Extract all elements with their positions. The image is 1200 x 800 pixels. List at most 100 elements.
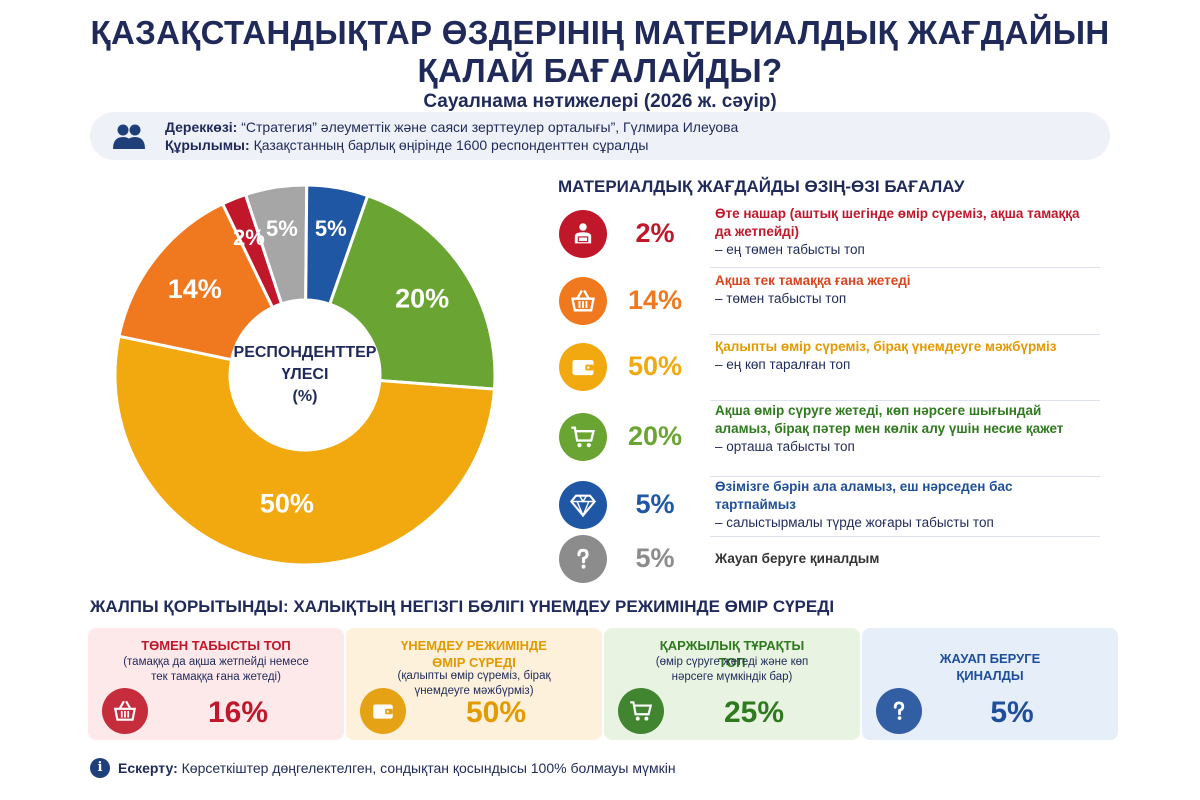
donut-slice-label: 50%	[260, 489, 314, 519]
legend-item: 5% Өзімізге бәрін ала аламыз, еш нәрседен…	[555, 478, 1100, 532]
structure-text: Қазақстанның барлық өңірінде 1600 респон…	[253, 137, 649, 153]
legend-icon-circle	[559, 277, 607, 325]
summary-card-title: ҚАРЖЫЛЫҚ ТҰРАҚТЫ ТОП	[659, 638, 805, 670]
donut-center-label: ҮЛЕСІ	[282, 366, 329, 383]
legend-head: Өте нашар (аштық шегінде өмір сүреміз, а…	[715, 206, 1080, 239]
summary-card: ҮНЕМДЕУ РЕЖИМІНДЕ ӨМІР СҮРЕДІ (қалыпты өм…	[346, 628, 602, 740]
summary-card-value: 25%	[723, 696, 785, 729]
legend-head: Жауап беруге қиналдым	[715, 551, 880, 566]
people-icon	[113, 124, 145, 149]
person-reading-icon	[574, 223, 592, 244]
donut-slice-label: 5%	[266, 216, 298, 241]
summary-card: ҚАРЖЫЛЫҚ ТҰРАҚТЫ ТОП (өмір сүруге жетеді …	[604, 628, 860, 740]
legend-sub: – салыстырмалы түрде жоғары табысты топ	[715, 515, 994, 530]
legend-desc: Өзімізге бәрін ала аламыз, еш нәрседен б…	[715, 478, 1095, 532]
page-subtitle: Сауалнама нәтижелері (2026 ж. сәуір)	[423, 91, 777, 112]
summary-card-note: (тамаққа да ақша жетпейді немесе тек там…	[123, 656, 309, 683]
cart-icon	[571, 426, 595, 448]
legend-title: МАТЕРИАЛДЫҚ ЖАҒДАЙДЫ ӨЗІҢ-ӨЗІ БАҒАЛАУ	[558, 177, 965, 196]
summary-card-icon-circle	[876, 688, 922, 734]
legend-divider	[710, 400, 1100, 401]
legend-icon-circle	[559, 210, 607, 258]
source-line: Дереккөзі: “Стратегия” әлеуметтік және с…	[165, 119, 738, 135]
wallet-icon	[373, 704, 393, 719]
legend-pct: 2%	[635, 218, 675, 248]
legend-pct: 20%	[627, 421, 683, 451]
source-box: Дереккөзі: “Стратегия” әлеуметтік және с…	[90, 112, 1110, 160]
summary-card-title: ҮНЕМДЕУ РЕЖИМІНДЕ ӨМІР СҮРЕДІ	[401, 638, 547, 670]
legend-icon-circle	[559, 343, 607, 391]
legend-divider	[710, 267, 1100, 268]
basket-icon	[113, 700, 137, 721]
legend-desc: Өте нашар (аштық шегінде өмір сүреміз, а…	[715, 205, 1095, 259]
legend-icon-circle	[559, 481, 607, 529]
legend-icon-circle	[559, 535, 607, 583]
summary-card-icon-circle	[360, 688, 406, 734]
donut-slice-label: 2%	[233, 225, 265, 250]
summary-card: ЖАУАП БЕРУГЕ ҚИНАЛДЫ 5%	[862, 628, 1118, 740]
basket-icon	[571, 289, 595, 312]
legend-pct: 14%	[627, 285, 683, 315]
legend-desc: Ақша тек тамаққа ғана жетеді – төмен табы…	[715, 272, 1095, 308]
legend-head: Өзімізге бәрін ала аламыз, еш нәрседен б…	[715, 479, 1013, 512]
info-icon: i	[90, 758, 110, 778]
donut-center-label: РЕСПОНДЕНТТЕР	[234, 344, 377, 361]
legend-head: Қалыпты өмір сүреміз, бірақ үнемдеуге мә…	[715, 339, 1057, 354]
donut-center	[232, 302, 378, 448]
legend-pct: 50%	[627, 351, 683, 381]
legend-desc: Қалыпты өмір сүреміз, бірақ үнемдеуге мә…	[715, 338, 1095, 374]
summary-card-value: 50%	[465, 696, 527, 729]
legend-desc: Ақша өмір сүруге жетеді, көп нәрсеге шығ…	[715, 402, 1095, 456]
summary-card-value: 5%	[990, 696, 1034, 729]
structure-label: Құрылымы:	[165, 137, 250, 153]
legend-item: 5% Жауап беруге қиналдым	[555, 535, 1100, 583]
legend-divider	[710, 476, 1100, 477]
donut-slice-label: 20%	[395, 283, 449, 313]
legend-icon-circle	[559, 413, 607, 461]
donut-slice	[113, 334, 497, 567]
donut-slice-label: 5%	[315, 216, 347, 241]
legend-item: 14% Ақша тек тамаққа ғана жетеді – төмен т…	[555, 272, 1100, 330]
summary-title: ЖАЛПЫ ҚОРЫТЫНДЫ: ХАЛЫҚТЫҢ НЕГІЗГІ БӨЛІГІ…	[90, 597, 835, 616]
legend-pct: 5%	[635, 543, 675, 573]
legend-item: 2% Өте нашар (аштық шегінде өмір сүреміз,…	[555, 205, 1100, 263]
diamond-icon	[569, 494, 597, 518]
structure-line: Құрылымы: Қазақстанның барлық өңірінде 1…	[165, 137, 648, 153]
summary-card-icon-circle	[102, 688, 148, 734]
legend-sub: – ең көп таралған топ	[715, 357, 851, 372]
legend-sub: – ең төмен табысты топ	[715, 242, 865, 257]
legend-pct: 5%	[635, 489, 675, 519]
source-text: “Стратегия” әлеуметтік және саяси зертте…	[241, 119, 739, 135]
summary-card-title: ЖАУАП БЕРУГЕ ҚИНАЛДЫ	[939, 651, 1041, 683]
title-line-1: ҚАЗАҚСТАНДЫҚТАР ӨЗДЕРІНІҢ МАТЕРИАЛДЫҚ ЖА…	[90, 14, 1110, 51]
summary-card-value: 16%	[207, 696, 269, 729]
donut-slices	[113, 183, 497, 567]
summary-card-note: (қалыпты өмір сүреміз, бірақ үнемдеуге м…	[397, 670, 551, 697]
donut-slice-label: 14%	[168, 274, 222, 304]
legend-item: 20% Ақша өмір сүруге жетеді, көп нәрсеге …	[555, 402, 1100, 472]
summary-card-note: (өмір сүруге жетеді және көп нәрсеге мүм…	[655, 656, 809, 683]
page-title: ҚАЗАҚСТАНДЫҚТАР ӨЗДЕРІНІҢ МАТЕРИАЛДЫҚ ЖА…	[0, 14, 1200, 90]
legend-sub: – төмен табысты топ	[715, 291, 847, 306]
legend-sub: – орташа табысты топ	[715, 439, 855, 454]
legend-head: Ақша тек тамаққа ғана жетеді	[715, 273, 911, 288]
legend-head: Ақша өмір сүруге жетеді, көп нәрсеге шығ…	[715, 403, 1064, 436]
footnote-label: Ескерту:	[118, 760, 178, 776]
legend-desc: Жауап беруге қиналдым	[715, 550, 1095, 568]
summary-card: ТӨМЕН ТАБЫСТЫ ТОП (тамаққа да ақша жетпей…	[88, 628, 344, 740]
legend-divider	[710, 334, 1100, 335]
summary-card-icon-circle	[618, 688, 664, 734]
summary-card-title: ТӨМЕН ТАБЫСТЫ ТОП	[141, 638, 291, 653]
source-label: Дереккөзі:	[165, 119, 238, 135]
wallet-icon	[572, 360, 594, 376]
title-line-2: ҚАЛАЙ БАҒАЛАЙДЫ?	[417, 52, 783, 89]
question-icon	[893, 701, 905, 720]
donut-slice	[327, 193, 497, 391]
donut-slice	[117, 201, 275, 362]
footnote-text: Көрсеткіштер дөңгелектелген, сондықтан қ…	[181, 760, 676, 776]
legend-item: 50% Қалыпты өмір сүреміз, бірақ үнемдеуге…	[555, 338, 1100, 396]
cart-icon	[630, 701, 653, 721]
donut-center-label: (%)	[293, 388, 318, 405]
legend-divider	[710, 536, 1100, 537]
